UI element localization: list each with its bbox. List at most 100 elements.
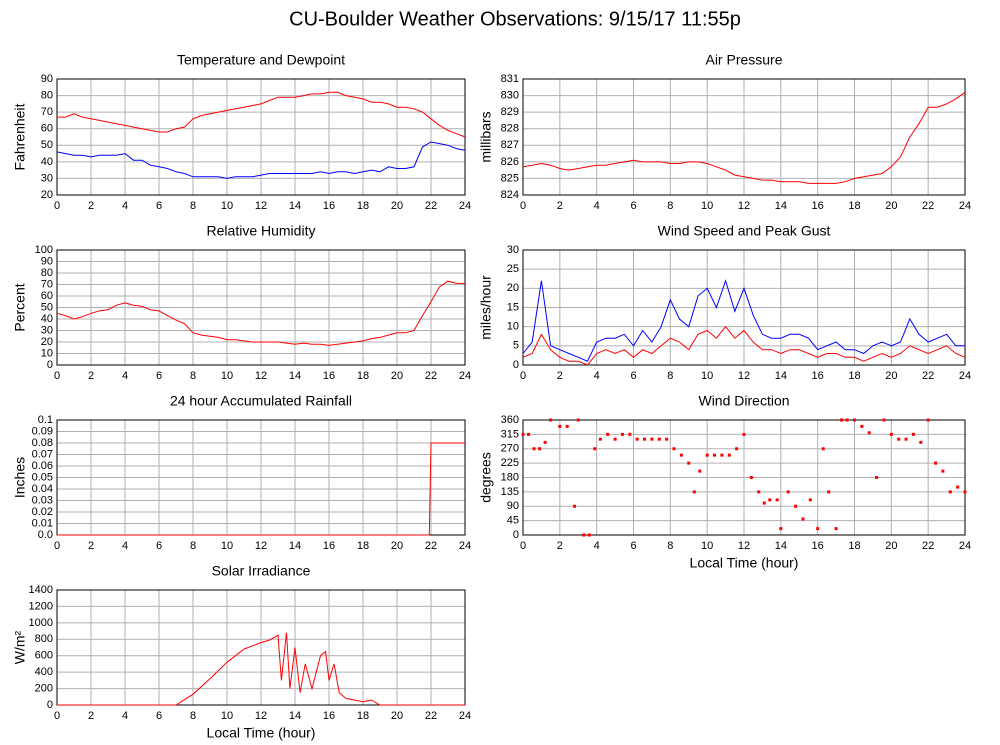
y-tick-label: 70	[41, 278, 53, 290]
x-tick-label: 24	[459, 200, 471, 212]
point	[549, 418, 553, 422]
plot-frame	[522, 78, 966, 196]
x-tick-label: 2	[88, 540, 94, 552]
y-tick-label: 1200	[29, 600, 53, 612]
point	[698, 469, 702, 473]
chart-title: Temperature and Dewpoint	[177, 52, 345, 68]
chart-title: Relative Humidity	[207, 223, 316, 239]
x-tick-label: 16	[323, 200, 335, 212]
y-tick-label: 0.06	[32, 460, 53, 472]
y-axis-label: miles/hour	[478, 275, 494, 340]
x-tick-label: 2	[557, 370, 563, 382]
x-tick-label: 4	[594, 370, 600, 382]
point	[679, 453, 683, 457]
point	[593, 447, 597, 451]
point	[867, 431, 871, 435]
x-axis-label: Local Time (hour)	[690, 555, 799, 571]
y-tick-label: 0	[47, 699, 53, 711]
point	[749, 476, 753, 479]
x-tick-label: 0	[520, 540, 526, 552]
point	[538, 447, 542, 451]
x-tick-label: 8	[190, 200, 196, 212]
x-tick-label: 20	[885, 200, 897, 212]
point	[882, 418, 886, 422]
x-tick-label: 14	[289, 540, 301, 552]
point	[532, 447, 536, 451]
x-tick-label: 10	[701, 370, 713, 382]
x-tick-label: 20	[391, 540, 403, 552]
series-line	[522, 325, 966, 366]
x-tick-label: 2	[88, 370, 94, 382]
y-tick-label: 829	[501, 106, 519, 118]
x-tick-label: 8	[190, 710, 196, 722]
x-tick-label: 6	[630, 200, 636, 212]
y-axis-label: degrees	[478, 452, 494, 503]
point	[775, 498, 779, 502]
x-tick-label: 22	[425, 710, 437, 722]
point	[963, 490, 967, 494]
y-tick-label: 20	[41, 189, 53, 201]
x-tick-label: 22	[425, 200, 437, 212]
x-tick-label: 14	[289, 200, 301, 212]
point	[875, 476, 879, 479]
x-tick-label: 14	[775, 370, 787, 382]
series-line	[57, 442, 465, 536]
point	[727, 453, 731, 457]
x-tick-label: 0	[54, 710, 60, 722]
point	[742, 432, 746, 436]
y-tick-label: 20	[507, 282, 519, 294]
point	[692, 490, 696, 494]
x-tick-label: 0	[54, 370, 60, 382]
y-axis-label: W/m²	[12, 630, 28, 664]
y-tick-label: 0.07	[32, 448, 53, 460]
y-tick-label: 70	[41, 106, 53, 118]
y-tick-label: 400	[35, 666, 53, 678]
x-tick-label: 16	[323, 370, 335, 382]
y-tick-label: 360	[501, 414, 519, 426]
point	[558, 424, 562, 428]
point	[643, 437, 647, 441]
y-tick-label: 830	[501, 89, 519, 101]
y-tick-label: 5	[513, 340, 519, 352]
y-axis-label: Fahrenheit	[12, 103, 28, 170]
point	[705, 453, 709, 457]
point	[762, 501, 766, 505]
plot-frame	[56, 589, 466, 706]
x-tick-label: 18	[848, 200, 860, 212]
point	[720, 453, 724, 457]
x-tick-label: 8	[667, 540, 673, 552]
y-axis-label: Percent	[12, 283, 28, 331]
y-tick-label: 60	[41, 123, 53, 135]
x-tick-label: 22	[425, 540, 437, 552]
x-tick-label: 18	[357, 710, 369, 722]
y-tick-label: 824	[501, 189, 519, 201]
x-tick-label: 6	[156, 710, 162, 722]
y-axis-label: Inches	[12, 457, 28, 498]
y-tick-label: 90	[507, 500, 519, 512]
x-tick-label: 10	[221, 540, 233, 552]
point	[576, 418, 580, 422]
x-tick-label: 24	[459, 540, 471, 552]
y-tick-label: 25	[507, 263, 519, 275]
x-tick-label: 24	[959, 540, 971, 552]
x-tick-label: 4	[122, 540, 128, 552]
x-tick-label: 4	[122, 370, 128, 382]
point	[911, 432, 915, 436]
x-tick-label: 4	[122, 710, 128, 722]
x-tick-label: 12	[255, 540, 267, 552]
series-line	[56, 141, 466, 179]
point	[845, 418, 849, 422]
series-line	[57, 91, 466, 138]
y-tick-label: 45	[507, 515, 519, 527]
y-tick-label: 0.05	[32, 471, 53, 483]
x-tick-label: 16	[323, 540, 335, 552]
plot-frame	[56, 249, 466, 366]
x-tick-label: 18	[357, 370, 369, 382]
x-tick-label: 12	[255, 200, 267, 212]
point	[527, 432, 531, 436]
y-tick-label: 40	[41, 313, 53, 325]
x-tick-label: 0	[520, 370, 526, 382]
y-tick-label: 828	[501, 123, 519, 135]
x-tick-label: 24	[959, 370, 971, 382]
